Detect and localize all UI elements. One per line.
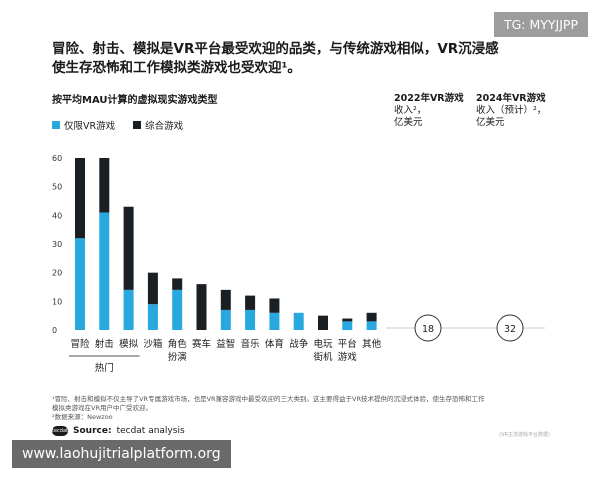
x-tick-label: 益智	[216, 338, 235, 350]
headline: 冒险、射击、模拟是VR平台最受欢迎的品类，与传统游戏相似，VR沉浸感 使生存恐怖…	[52, 40, 552, 78]
summary-header-2022-line3: 亿美元	[394, 117, 423, 128]
bar-integrated	[75, 158, 85, 239]
x-tick-label: 游戏	[338, 351, 358, 363]
x-tick-label: 平台	[338, 338, 357, 350]
legend-swatch-integrated	[133, 121, 142, 129]
x-tick-label: 角色	[168, 338, 188, 350]
footnote-line-1: ¹冒险、射击和模拟不仅主导了VR专属游戏市场，也是VR兼容游戏中最受欢迎的三大类…	[52, 395, 485, 403]
footnote: ¹冒险、射击和模拟不仅主导了VR专属游戏市场，也是VR兼容游戏中最受欢迎的三大类…	[52, 395, 552, 422]
bar-vr-only	[245, 309, 256, 330]
bar-vr-only	[99, 212, 110, 330]
summary-value-1: 32	[504, 324, 516, 335]
summary-header-2024-line2: 收入（预计）²，	[476, 105, 547, 116]
summary-header-2024-line1: 2024年VR游戏	[476, 93, 546, 104]
bar-vr-only	[366, 321, 377, 330]
y-tick-label: 60	[52, 154, 62, 163]
x-tick-label: 体育	[265, 338, 284, 350]
source-line: tecdat Source: tecdat analysis	[52, 426, 185, 436]
bar-integrated	[147, 272, 158, 305]
legend-swatch-vr-only	[52, 121, 60, 129]
y-tick-label: 20	[52, 269, 62, 278]
bar-vr-only	[75, 238, 85, 330]
summary-header-2022-line1: 2022年VR游戏	[394, 93, 464, 104]
legend-label-integrated: 综合游戏	[145, 121, 184, 132]
bar-vr-only	[172, 289, 183, 330]
bar-integrated	[172, 278, 183, 290]
x-tick-label: 街机	[313, 351, 333, 363]
corner-note: (VR主流游戏平台数据)	[499, 432, 550, 438]
bar-integrated	[123, 206, 134, 290]
bar-integrated	[342, 318, 353, 322]
footnote-line-3: ²数据来源：Newzoo	[52, 413, 113, 421]
watermark-top: TG: MYYJJPP	[493, 12, 588, 37]
summary-header-2022-line2: 收入²，	[394, 105, 427, 116]
bar-vr-only	[147, 304, 158, 330]
summary-value-0: 18	[422, 324, 434, 335]
summary-header-2022: 2022年VR游戏 收入²， 亿美元	[394, 93, 464, 129]
source-label: Source:	[73, 426, 112, 436]
x-tick-label: 音乐	[241, 338, 261, 350]
legend-item-vr-only: 仅限VR游戏	[52, 118, 115, 132]
group-label: 热门	[95, 362, 114, 374]
chart-title: 按平均MAU计算的虚拟现实游戏类型	[52, 95, 218, 106]
legend-item-integrated: 综合游戏	[133, 118, 183, 132]
bar-vr-only	[269, 312, 280, 330]
legend-label-vr-only: 仅限VR游戏	[64, 121, 116, 132]
y-tick-label: 0	[52, 326, 57, 335]
x-tick-label: 射击	[95, 338, 114, 350]
x-tick-label: 电玩	[313, 338, 333, 350]
bar-integrated	[318, 315, 328, 330]
x-tick-label: 战争	[289, 338, 309, 350]
bar-vr-only	[342, 321, 353, 330]
bar-integrated	[220, 289, 231, 310]
summary-header-2024-line3: 亿美元	[476, 117, 505, 128]
y-tick-label: 50	[52, 183, 62, 192]
x-tick-label: 扮演	[168, 351, 187, 363]
headline-line-2: 使生存恐怖和工作模拟类游戏也受欢迎¹。	[52, 60, 301, 76]
watermark-bottom: www.laohujitrialplatform.org	[12, 440, 231, 468]
bar-integrated	[269, 298, 280, 313]
bar-integrated	[196, 284, 207, 330]
summary-circle-1	[496, 314, 524, 342]
bar-integrated	[366, 312, 377, 322]
source-value: tecdat analysis	[116, 426, 185, 436]
summary-circle-0	[414, 314, 442, 342]
y-tick-label: 10	[52, 297, 62, 306]
tecdat-logo: tecdat	[52, 426, 68, 436]
x-tick-label: 其他	[362, 338, 382, 350]
x-tick-label: 模拟	[119, 338, 139, 350]
bar-vr-only	[220, 309, 231, 330]
bar-vr-only	[123, 289, 134, 330]
x-tick-label: 冒险	[70, 338, 90, 350]
bar-vr-only	[293, 312, 304, 330]
bar-integrated	[245, 295, 256, 310]
x-tick-label: 沙箱	[143, 338, 162, 350]
headline-line-1: 冒险、射击、模拟是VR平台最受欢迎的品类，与传统游戏相似，VR沉浸感	[52, 41, 499, 57]
footnote-line-2: 模拟类游戏在VR用户中广受欢迎。	[52, 404, 152, 412]
chart-legend: 仅限VR游戏 综合游戏	[52, 118, 183, 132]
y-tick-label: 30	[52, 240, 62, 249]
bar-integrated	[99, 158, 110, 213]
y-tick-label: 40	[52, 211, 62, 220]
x-tick-label: 赛车	[192, 338, 211, 350]
summary-header-2024: 2024年VR游戏 收入（预计）²， 亿美元	[476, 93, 546, 129]
